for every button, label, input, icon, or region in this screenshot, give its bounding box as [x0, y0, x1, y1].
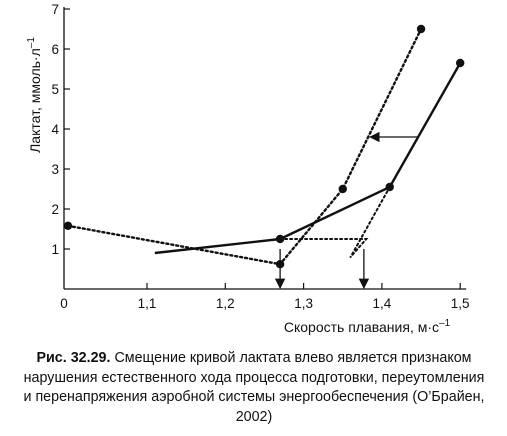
caption-label: Рис. 32.29. — [36, 350, 111, 366]
x-tick-label: 0 — [60, 296, 68, 311]
y-tick-label: 7 — [51, 2, 59, 17]
y-tick-label: 2 — [51, 202, 59, 217]
baseline-curve-point — [456, 58, 465, 68]
x-tick-label: 1,3 — [294, 296, 313, 311]
shifted-lactate-curve — [66, 27, 423, 266]
y-tick-label: 6 — [51, 42, 59, 57]
y-tick-label: 3 — [51, 162, 59, 177]
y-tick-label: 5 — [51, 82, 59, 97]
baseline-curve-point — [385, 182, 394, 192]
figure-caption: Рис. 32.29. Смещение кривой лактата влев… — [20, 349, 488, 427]
x-tick-label: 1,5 — [451, 296, 470, 311]
shifted-curve-point — [63, 221, 73, 230]
guide-line — [349, 186, 391, 258]
baseline-lactate-curve — [154, 62, 462, 255]
guide-line — [279, 238, 369, 258]
y-axis-label: Лактат, ммоль·л–1 — [26, 37, 43, 153]
y-tick-label: 1 — [51, 242, 59, 257]
x-tick-label: 1,4 — [373, 296, 392, 311]
x-tick-label: 1,1 — [138, 296, 157, 311]
shifted-curve-point — [416, 24, 426, 34]
x-axis-label: Скорость плавания, м·с–1 — [284, 318, 451, 335]
lactate-chart: 1 2 3 4 5 6 7 0 1,1 1,2 1,3 1,4 1,5 Скорость плавани… — [26, 2, 470, 335]
shifted-curve-point — [338, 184, 347, 194]
x-tick-label: 1,2 — [216, 296, 235, 311]
baseline-curve-point — [275, 234, 285, 244]
caption-text: Смещение кривой лактата влево является п… — [23, 350, 485, 425]
y-tick-label: 4 — [51, 122, 59, 137]
chart-svg: 1 2 3 4 5 6 7 0 1,1 1,2 1,3 1,4 1,5 Скорость плавани… — [26, 2, 470, 335]
